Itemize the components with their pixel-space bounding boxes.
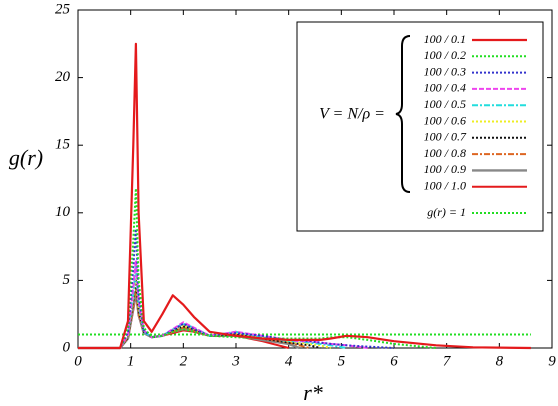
series-line — [78, 42, 531, 350]
x-tick-label: 9 — [548, 353, 556, 369]
legend-label: 100 / 0.5 — [424, 97, 466, 111]
legend-label: 100 / 0.3 — [424, 64, 466, 78]
y-tick-label: 0 — [63, 339, 71, 355]
y-axis-label: g(r) — [9, 145, 43, 170]
x-tick-label: 0 — [74, 353, 82, 369]
x-tick-label: 3 — [231, 353, 240, 369]
x-tick-label: 5 — [338, 353, 346, 369]
x-tick-label: 1 — [127, 353, 135, 369]
y-tick-label: 25 — [55, 1, 71, 17]
y-tick-label: 15 — [55, 137, 71, 153]
series-line — [78, 272, 332, 349]
legend-label: 100 / 1.0 — [424, 178, 466, 192]
x-axis-label: r* — [303, 380, 323, 405]
y-tick-label: 10 — [55, 204, 71, 220]
series-line — [78, 265, 347, 349]
legend-label: 100 / 0.4 — [424, 81, 466, 95]
x-tick-label: 7 — [443, 353, 452, 369]
x-tick-label: 2 — [180, 353, 188, 369]
y-tick-label: 20 — [55, 69, 71, 85]
legend-label: g(r) = 1 — [427, 205, 466, 219]
x-tick-label: 8 — [496, 353, 504, 369]
legend-title: V = N/ρ = — [319, 106, 385, 123]
legend-label: 100 / 0.8 — [424, 146, 466, 160]
legend-brace — [395, 35, 411, 193]
y-tick-label: 5 — [63, 272, 71, 288]
legend-label: 100 / 0.2 — [424, 48, 466, 62]
legend-label: 100 / 0.6 — [424, 113, 466, 127]
x-tick-label: 4 — [285, 353, 293, 369]
x-tick-label: 6 — [390, 353, 398, 369]
legend-label: 100 / 0.1 — [424, 32, 466, 46]
legend-box — [296, 21, 544, 232]
plot-frame — [77, 9, 553, 349]
legend-label: 100 / 0.9 — [424, 162, 466, 176]
legend-label: 100 / 0.7 — [424, 130, 467, 144]
